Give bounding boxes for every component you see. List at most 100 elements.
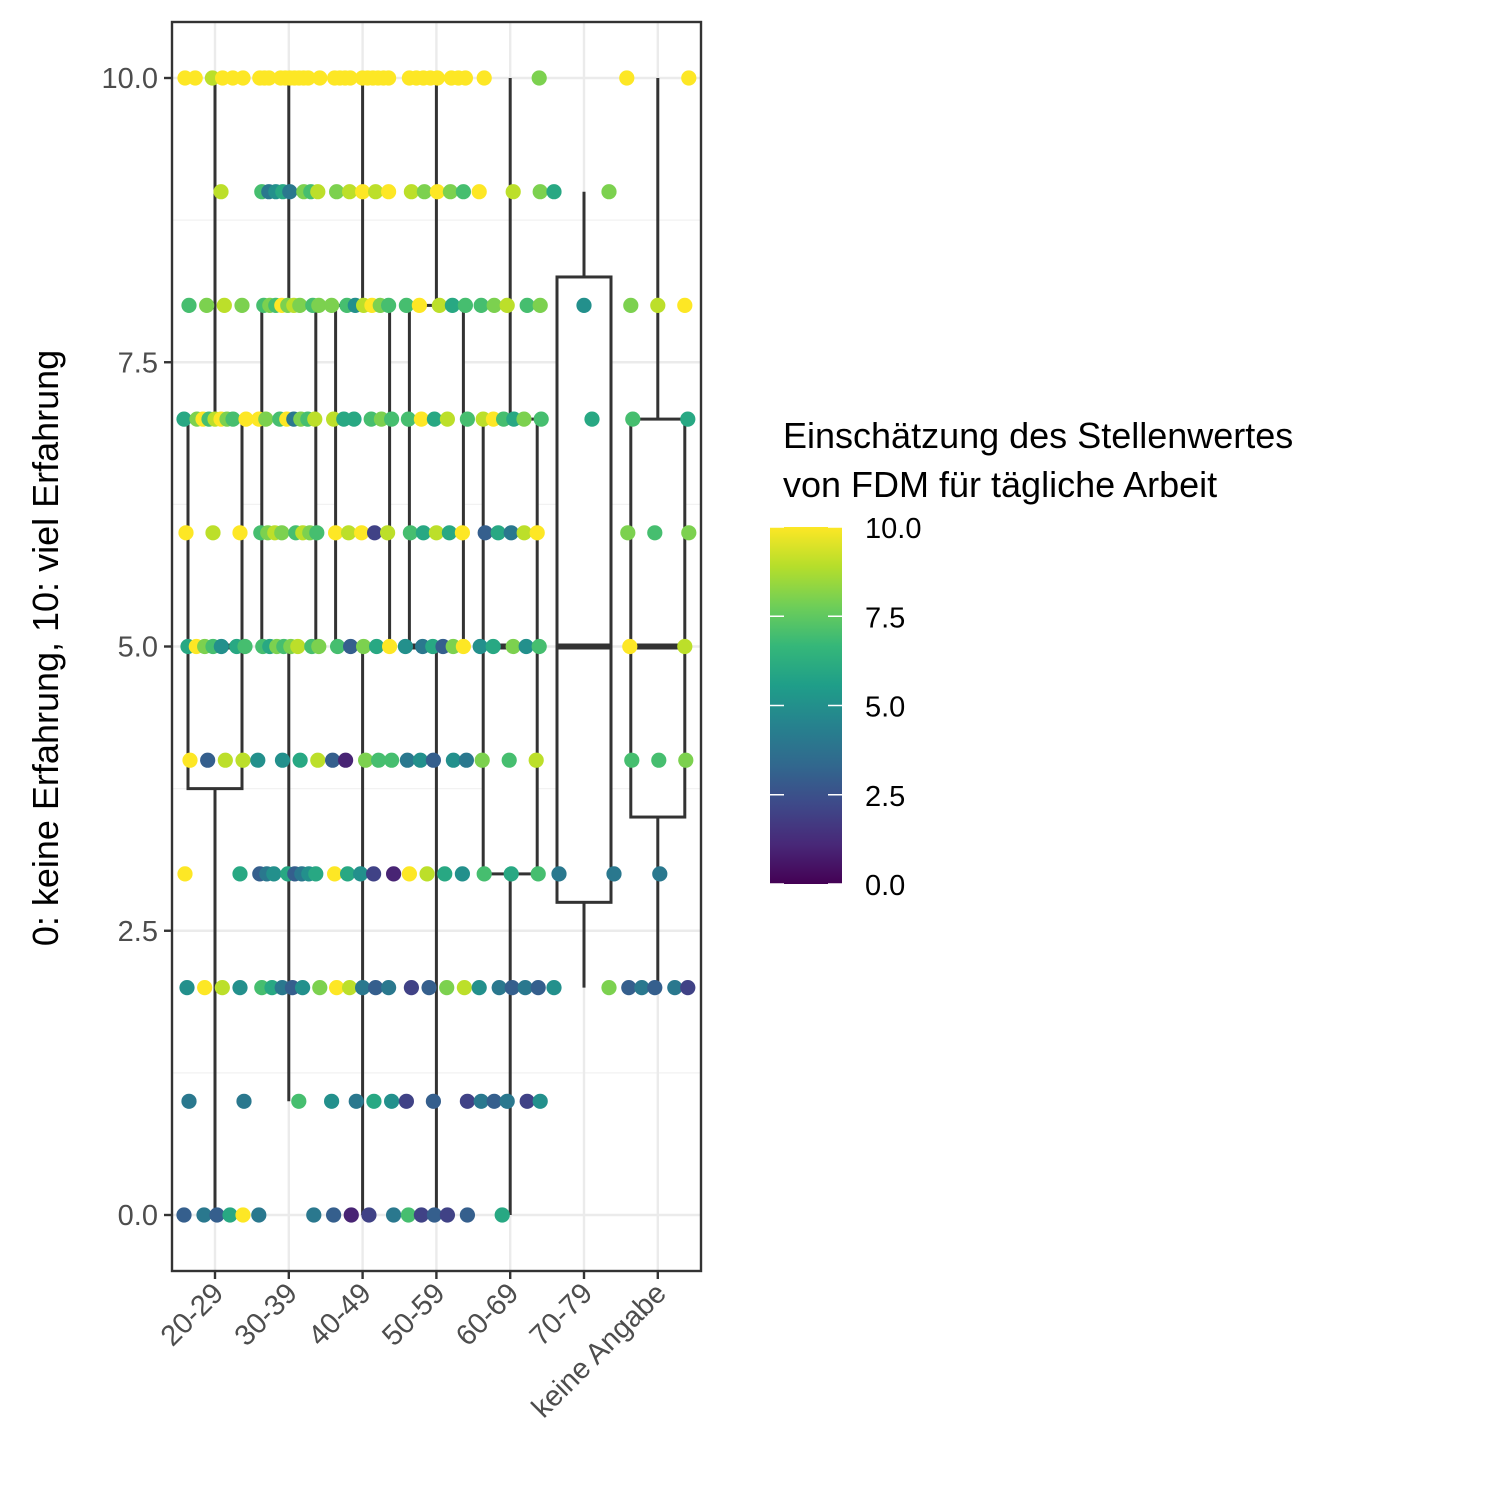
data-point (308, 866, 324, 882)
data-point (486, 1093, 502, 1109)
data-point (429, 184, 445, 200)
data-point (551, 866, 567, 882)
data-point (312, 70, 328, 86)
data-point (209, 1207, 225, 1223)
data-point (355, 980, 371, 996)
data-point (680, 980, 696, 996)
data-point (419, 866, 435, 882)
data-point (634, 980, 650, 996)
data-point (232, 525, 248, 541)
data-point (312, 980, 328, 996)
data-point (606, 866, 622, 882)
y-tick-label: 0.0 (118, 1200, 158, 1232)
data-point (342, 980, 358, 996)
data-point (232, 980, 248, 996)
data-point (485, 638, 501, 655)
data-point (681, 525, 697, 541)
data-point (490, 525, 506, 541)
data-point (178, 525, 194, 541)
data-point (384, 752, 400, 768)
box-iqr (629, 417, 687, 819)
data-point (401, 866, 417, 882)
data-point (459, 1207, 475, 1223)
data-point (426, 1207, 442, 1223)
data-point (476, 866, 492, 882)
data-point (235, 752, 251, 768)
data-point (518, 638, 534, 655)
data-point (329, 980, 345, 996)
data-point (503, 866, 519, 882)
data-point (311, 638, 327, 655)
data-point (471, 980, 487, 996)
data-point (182, 752, 198, 768)
data-point (340, 866, 356, 882)
legend-title-line-2: von FDM für tägliche Arbeit (783, 464, 1217, 505)
data-point (476, 70, 492, 86)
x-tick-label: 60-69 (450, 1277, 525, 1352)
data-point (454, 525, 470, 541)
data-point (402, 525, 418, 541)
data-point (300, 70, 316, 86)
data-point (623, 297, 639, 313)
data-point (250, 752, 266, 768)
data-point (238, 411, 254, 427)
data-point (459, 1093, 475, 1109)
data-point (625, 411, 641, 427)
data-point (455, 184, 471, 200)
data-point (176, 1207, 192, 1223)
data-point (274, 525, 290, 541)
data-point (292, 752, 308, 768)
y-tick-label: 10.0 (102, 63, 158, 95)
data-point (216, 297, 232, 313)
data-point (222, 1207, 238, 1223)
data-point (382, 638, 398, 655)
data-point (486, 297, 502, 313)
data-point (356, 638, 372, 655)
data-point (325, 752, 341, 768)
data-point (329, 184, 345, 200)
data-point (531, 638, 547, 655)
data-point (179, 980, 195, 996)
data-point (473, 1093, 489, 1109)
data-point (458, 752, 474, 768)
y-tick-label: 5.0 (118, 632, 158, 664)
data-point (235, 70, 251, 86)
data-point (491, 980, 507, 996)
data-point (501, 752, 517, 768)
data-point (237, 638, 253, 655)
data-point (200, 752, 216, 768)
x-tick-label: 30-39 (229, 1277, 304, 1352)
boxplot-keine Angabe (629, 78, 687, 988)
data-point (346, 411, 362, 427)
data-point (503, 525, 519, 541)
data-point (680, 411, 696, 427)
data-point (532, 184, 548, 200)
data-point (529, 525, 545, 541)
data-point (454, 866, 470, 882)
data-point (421, 980, 437, 996)
x-tick-label: 40-49 (302, 1277, 377, 1352)
x-tick-label: 20-29 (155, 1277, 230, 1352)
data-point (327, 866, 343, 882)
data-point (371, 752, 387, 768)
data-point (652, 866, 668, 882)
data-point (367, 525, 383, 541)
data-point (439, 411, 455, 427)
data-point (413, 411, 429, 427)
y-tick-label: 2.5 (118, 916, 158, 948)
data-point (532, 1093, 548, 1109)
data-point (380, 525, 396, 541)
data-point (381, 297, 397, 313)
box-iqr (407, 303, 465, 648)
data-point (651, 752, 667, 768)
data-point (355, 184, 371, 200)
data-point (519, 297, 535, 313)
data-point (620, 525, 636, 541)
data-point (343, 638, 359, 655)
data-point (519, 1093, 535, 1109)
data-point (295, 980, 311, 996)
data-point (505, 184, 521, 200)
data-point (290, 638, 306, 655)
box-iqr (186, 417, 244, 791)
data-point (310, 184, 326, 200)
